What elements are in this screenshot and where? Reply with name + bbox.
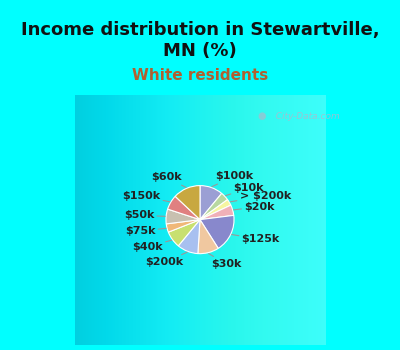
Text: City-Data.com: City-Data.com — [270, 112, 340, 121]
Text: Income distribution in Stewartville,
MN (%): Income distribution in Stewartville, MN … — [21, 21, 379, 60]
Wedge shape — [175, 186, 200, 220]
Text: White residents: White residents — [132, 68, 268, 83]
Wedge shape — [198, 220, 218, 254]
Text: ●: ● — [258, 111, 266, 121]
Text: $40k: $40k — [132, 240, 172, 252]
Wedge shape — [200, 194, 228, 220]
Wedge shape — [168, 220, 200, 246]
Text: $200k: $200k — [145, 252, 187, 267]
Wedge shape — [200, 186, 222, 220]
Text: $50k: $50k — [124, 210, 165, 220]
Wedge shape — [178, 220, 200, 254]
Text: $30k: $30k — [209, 253, 242, 269]
Text: > $200k: > $200k — [230, 191, 291, 202]
Text: $20k: $20k — [234, 202, 275, 212]
Wedge shape — [166, 209, 200, 224]
Text: $75k: $75k — [125, 226, 166, 236]
Wedge shape — [166, 220, 200, 232]
Wedge shape — [168, 196, 200, 220]
Wedge shape — [200, 199, 231, 220]
Text: $10k: $10k — [226, 183, 264, 196]
Wedge shape — [200, 205, 234, 220]
Text: $125k: $125k — [232, 234, 280, 244]
Text: $60k: $60k — [151, 172, 186, 188]
Text: $150k: $150k — [122, 191, 170, 202]
Wedge shape — [200, 215, 234, 248]
Text: $100k: $100k — [212, 171, 254, 187]
